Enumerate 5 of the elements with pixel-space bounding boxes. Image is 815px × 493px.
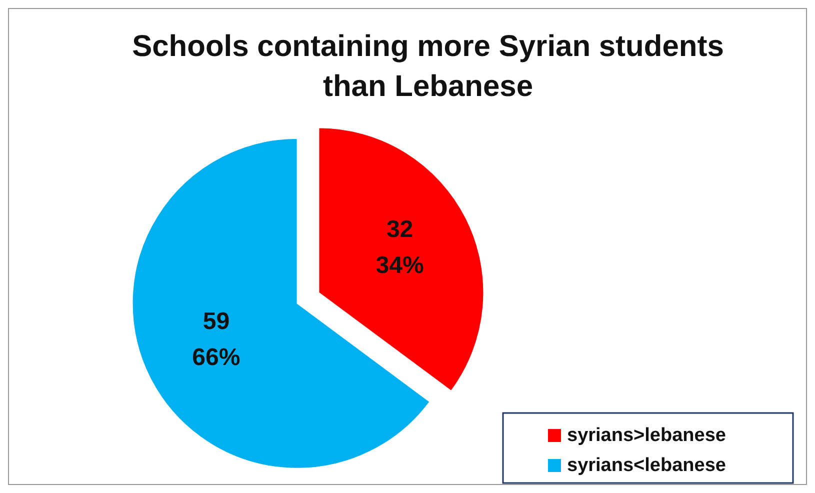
legend-label: syrians<lebanese <box>567 455 726 476</box>
chart-title: Schools containing more Syrian students than Lebanese <box>132 30 724 103</box>
data-label: 59 66% <box>192 308 240 372</box>
legend-label: syrians>lebanese <box>567 425 726 446</box>
data-label: 32 34% <box>376 216 424 279</box>
